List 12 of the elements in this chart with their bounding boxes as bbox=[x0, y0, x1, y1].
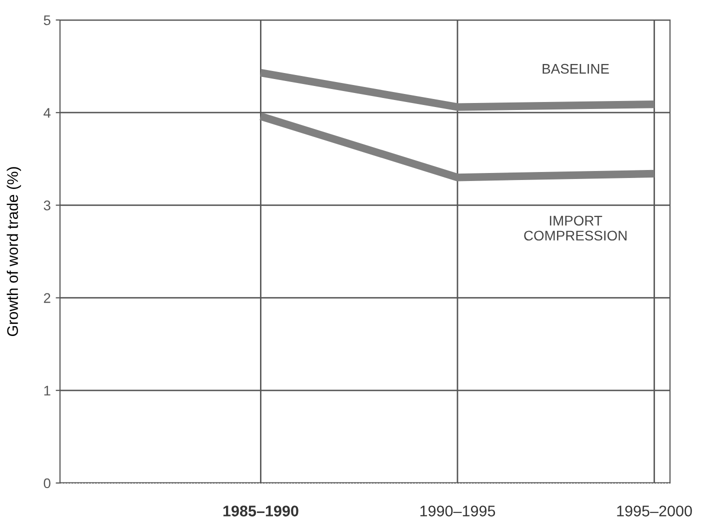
y-tick-label: 0 bbox=[44, 478, 50, 488]
y-tick-label: 4 bbox=[44, 108, 51, 118]
y-tick-label: 1 bbox=[44, 386, 50, 396]
y-axis-title: Growth of word trade (%) bbox=[6, 167, 22, 336]
x-tick-label: 1995–2000 bbox=[617, 506, 692, 516]
text: IMPORT COMPRESSION bbox=[524, 216, 627, 241]
y-tick-label: 2 bbox=[44, 293, 50, 303]
y-tick-label: 3 bbox=[44, 200, 50, 210]
x-tick-label: 1985–1990 bbox=[223, 506, 298, 516]
y-tick-label: 5 bbox=[44, 15, 50, 26]
x-tick-label: 1990–1995 bbox=[420, 506, 496, 516]
text: BASELINE bbox=[542, 64, 609, 74]
